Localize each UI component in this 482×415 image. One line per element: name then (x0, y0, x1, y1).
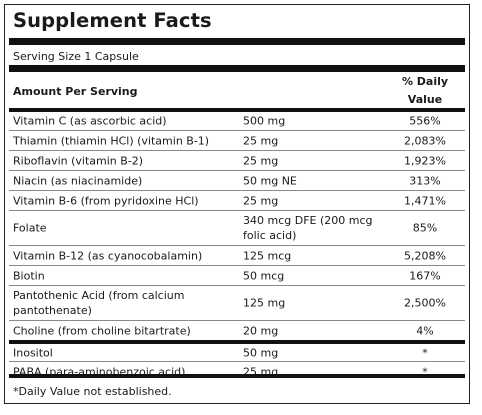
nutrient-daily-value: * (422, 346, 428, 359)
table-row: Niacin (as niacinamide) 50 mg NE 313% (9, 170, 465, 190)
footer-divider (9, 374, 465, 378)
nutrient-name: Folate (13, 221, 47, 235)
table-row: Vitamin B-12 (as cyanocobalamin) 125 mcg… (9, 245, 465, 265)
table-row: Vitamin C (as ascorbic acid) 500 mg 556% (9, 111, 465, 130)
nutrient-amount: 20 mg (243, 324, 279, 337)
daily-value-header: % Daily Value (395, 73, 455, 109)
nutrient-amount: 125 mg (243, 296, 286, 310)
nutrient-name: Niacin (as niacinamide) (13, 174, 143, 187)
daily-value-header-line1: % Daily (401, 75, 449, 88)
nutrient-table: Vitamin C (as ascorbic acid) 500 mg 556%… (9, 111, 465, 381)
table-row: Thiamin (thiamin HCl) (vitamin B-1) 25 m… (9, 130, 465, 150)
nutrient-name: Inositol (13, 346, 53, 359)
nutrient-amount: 125 mcg (243, 249, 292, 262)
nutrient-name: Riboflavin (vitamin B-2) (13, 154, 144, 167)
header-divider (9, 108, 465, 112)
serving-size: Serving Size 1 Capsule (13, 50, 139, 63)
nutrient-amount: 50 mg NE (243, 174, 297, 187)
title-divider (9, 38, 465, 45)
nutrient-daily-value: 167% (409, 269, 441, 282)
table-row: Biotin 50 mcg 167% (9, 265, 465, 285)
table-row: Pantothenic Acid (from calcium pantothen… (9, 285, 465, 320)
nutrient-daily-value: 5,208% (404, 249, 446, 262)
nutrient-name: Biotin (13, 269, 45, 282)
nutrient-amount: 25 mg (243, 134, 279, 147)
nutrient-name: Vitamin C (as ascorbic acid) (13, 114, 167, 127)
serving-divider (9, 65, 465, 72)
nutrient-daily-value: 556% (409, 114, 441, 127)
nutrient-name: Vitamin B-12 (as cyanocobalamin) (13, 249, 203, 262)
nutrient-daily-value: 1,471% (404, 194, 446, 207)
amount-per-serving-header: Amount Per Serving (13, 85, 138, 98)
nutrient-daily-value: 1,923% (404, 154, 446, 167)
nutrient-daily-value: 2,083% (404, 134, 446, 147)
table-row: Riboflavin (vitamin B-2) 25 mg 1,923% (9, 150, 465, 170)
table-row: Vitamin B-6 (from pyridoxine HCl) 25 mg … (9, 190, 465, 210)
nutrient-amount: 25 mg (243, 194, 279, 207)
nutrient-name: Vitamin B-6 (from pyridoxine HCl) (13, 194, 199, 207)
nutrient-amount: 50 mcg (243, 269, 285, 282)
nutrient-name: Choline (from choline bitartrate) (13, 324, 191, 337)
nutrient-daily-value: 2,500% (404, 296, 446, 310)
nutrient-daily-value: 4% (416, 324, 434, 337)
table-row: Inositol 50 mg * (9, 340, 465, 361)
nutrient-name: Pantothenic Acid (from calcium pantothen… (13, 289, 185, 317)
table-row: PABA (para-aminobenzoic acid) 25 mg * (9, 361, 465, 381)
nutrient-amount: 25 mg (243, 154, 279, 167)
nutrient-name: Thiamin (thiamin HCl) (vitamin B-1) (13, 134, 210, 147)
nutrient-daily-value: 85% (412, 221, 438, 235)
table-row: Choline (from choline bitartrate) 20 mg … (9, 320, 465, 340)
panel-title: Supplement Facts (13, 9, 212, 32)
table-row: Folate 340 mcg DFE (200 mcg folic acid) … (9, 210, 465, 245)
nutrient-daily-value: * (422, 365, 428, 378)
nutrient-daily-value: 313% (409, 174, 441, 187)
nutrient-amount: 340 mcg DFE (200 mcg folic acid) (243, 214, 373, 242)
supplement-facts-panel: Supplement Facts Serving Size 1 Capsule … (4, 4, 470, 404)
footnote: *Daily Value not established. (13, 385, 172, 398)
daily-value-header-line2: Value (407, 93, 443, 106)
nutrient-amount: 50 mg (243, 346, 279, 359)
nutrient-amount: 500 mg (243, 114, 286, 127)
